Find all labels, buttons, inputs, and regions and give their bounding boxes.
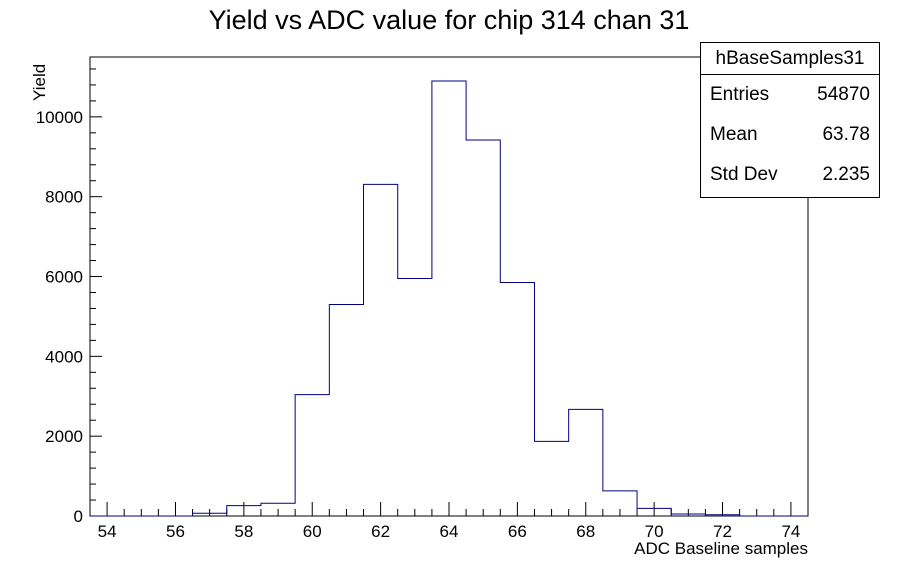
y-tick-label: 10000 bbox=[36, 108, 83, 127]
x-tick-label: 62 bbox=[371, 522, 390, 541]
y-tick-label: 2000 bbox=[45, 427, 83, 446]
stats-box: hBaseSamples31 Entries 54870 Mean 63.78 … bbox=[700, 42, 880, 198]
x-tick-label: 64 bbox=[440, 522, 459, 541]
x-tick-label: 60 bbox=[303, 522, 322, 541]
stats-value: 2.235 bbox=[822, 164, 870, 185]
stats-title: hBaseSamples31 bbox=[701, 43, 879, 75]
axis-ticks bbox=[90, 68, 792, 517]
stats-label: Mean bbox=[710, 124, 758, 145]
y-tick-labels: 0 2000 4000 6000 8000 10000 bbox=[36, 108, 83, 526]
y-tick-label: 4000 bbox=[45, 347, 83, 366]
stats-value: 63.78 bbox=[822, 124, 870, 145]
stats-row-entries: Entries 54870 bbox=[701, 75, 879, 115]
y-tick-label: 0 bbox=[74, 507, 83, 526]
y-axis-label: Yield bbox=[30, 64, 49, 101]
x-tick-label: 74 bbox=[781, 522, 800, 541]
stats-row-mean: Mean 63.78 bbox=[701, 115, 879, 155]
x-tick-label: 66 bbox=[508, 522, 527, 541]
x-tick-label: 54 bbox=[98, 522, 117, 541]
x-tick-label: 70 bbox=[645, 522, 664, 541]
stats-value: 54870 bbox=[817, 84, 870, 105]
y-tick-label: 8000 bbox=[45, 188, 83, 207]
x-tick-labels: 54 56 58 60 62 64 66 68 70 72 74 bbox=[98, 522, 801, 541]
stats-row-stddev: Std Dev 2.235 bbox=[701, 155, 879, 195]
y-tick-label: 6000 bbox=[45, 268, 83, 287]
stats-label: Entries bbox=[710, 84, 770, 105]
x-tick-label: 72 bbox=[713, 522, 732, 541]
x-axis-label: ADC Baseline samples bbox=[634, 539, 808, 558]
x-tick-label: 58 bbox=[234, 522, 253, 541]
histogram-outline bbox=[90, 80, 808, 517]
chart-title: Yield vs ADC value for chip 314 chan 31 bbox=[209, 5, 690, 35]
stats-label: Std Dev bbox=[710, 164, 778, 185]
x-tick-label: 68 bbox=[576, 522, 595, 541]
x-tick-label: 56 bbox=[166, 522, 185, 541]
